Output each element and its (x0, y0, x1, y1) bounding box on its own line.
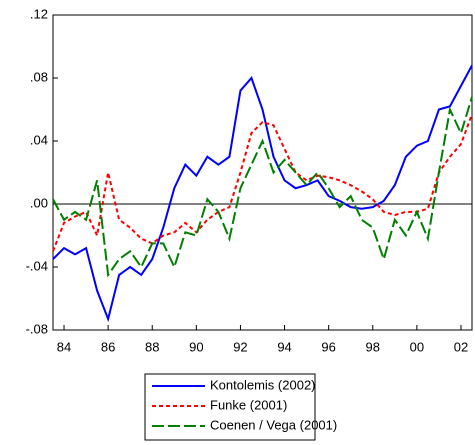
series-line (52, 113, 473, 252)
x-tick-label: 84 (57, 339, 71, 354)
series-line (52, 96, 473, 278)
y-tick-label: -.08 (26, 321, 48, 336)
y-tick-label: .04 (30, 132, 48, 147)
series-line (52, 64, 473, 323)
legend-label: Kontolemis (2002) (210, 377, 316, 392)
y-tick-label: .08 (30, 69, 48, 84)
x-tick-label: 94 (277, 339, 291, 354)
x-tick-label: 96 (321, 339, 335, 354)
x-tick-label: 88 (145, 339, 159, 354)
x-tick-label: 02 (454, 339, 468, 354)
x-tick-label: 92 (233, 339, 247, 354)
y-tick-label: -.04 (26, 258, 48, 273)
y-tick-label: .12 (30, 6, 48, 21)
legend-label: Coenen / Vega (2001) (210, 417, 337, 432)
legend-label: Funke (2001) (210, 397, 287, 412)
x-tick-label: 00 (410, 339, 424, 354)
x-tick-label: 86 (101, 339, 115, 354)
y-tick-label: .00 (30, 195, 48, 210)
plot-frame (52, 14, 473, 331)
x-tick-label: 90 (189, 339, 203, 354)
x-tick-label: 98 (366, 339, 380, 354)
